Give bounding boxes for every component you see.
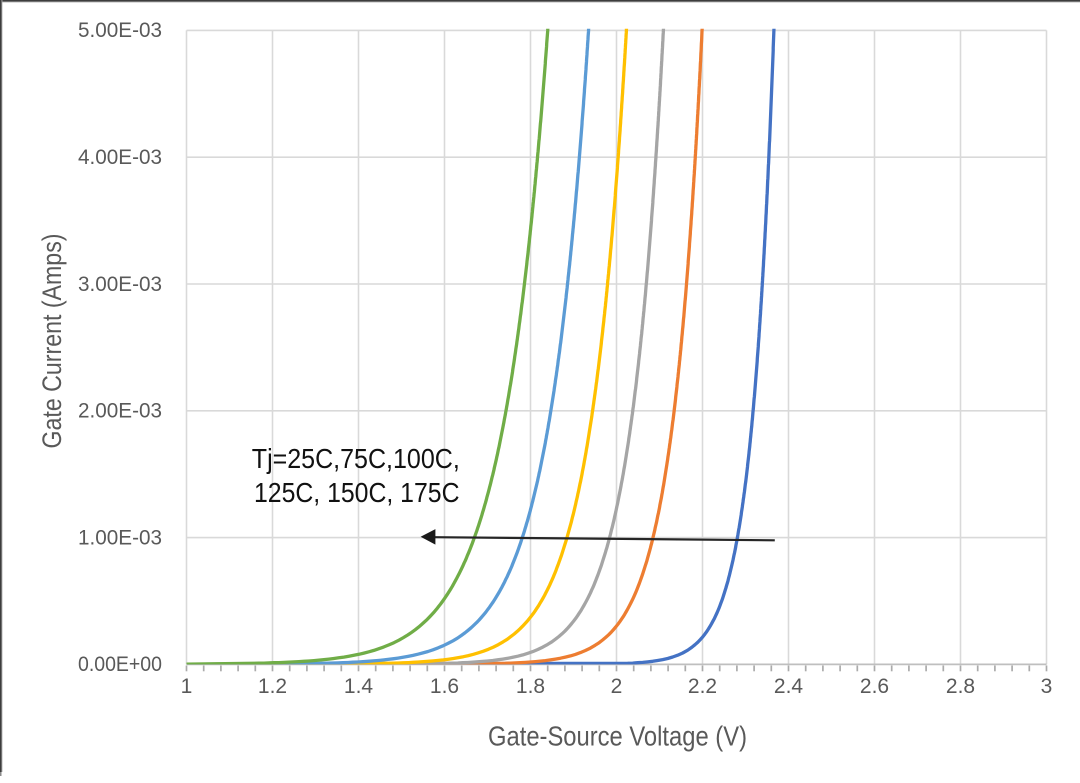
svg-text:Gate-Source Voltage (V): Gate-Source Voltage (V)	[488, 721, 747, 752]
svg-text:1.4: 1.4	[344, 675, 374, 698]
svg-text:2.6: 2.6	[860, 675, 889, 698]
svg-text:3: 3	[1041, 675, 1053, 698]
svg-text:2.8: 2.8	[946, 675, 975, 698]
svg-text:1: 1	[181, 675, 193, 698]
svg-text:2.4: 2.4	[774, 675, 804, 698]
svg-text:1.8: 1.8	[516, 675, 545, 698]
svg-text:5.00E-03: 5.00E-03	[78, 19, 162, 42]
svg-text:Gate Current (Amps): Gate Current (Amps)	[37, 234, 67, 449]
svg-text:1.2: 1.2	[258, 675, 287, 698]
svg-text:3.00E-03: 3.00E-03	[78, 273, 162, 296]
svg-text:2.2: 2.2	[688, 675, 717, 698]
svg-text:Tj=25C,75C,100C,: Tj=25C,75C,100C,	[252, 443, 460, 474]
svg-text:1.00E-03: 1.00E-03	[78, 526, 162, 549]
svg-text:2: 2	[611, 675, 623, 698]
svg-text:1.6: 1.6	[430, 675, 459, 698]
svg-text:4.00E-03: 4.00E-03	[78, 146, 162, 169]
svg-text:0.00E+00: 0.00E+00	[78, 653, 162, 676]
svg-text:2.00E-03: 2.00E-03	[78, 400, 162, 423]
svg-text:125C, 150C, 175C: 125C, 150C, 175C	[254, 477, 460, 508]
